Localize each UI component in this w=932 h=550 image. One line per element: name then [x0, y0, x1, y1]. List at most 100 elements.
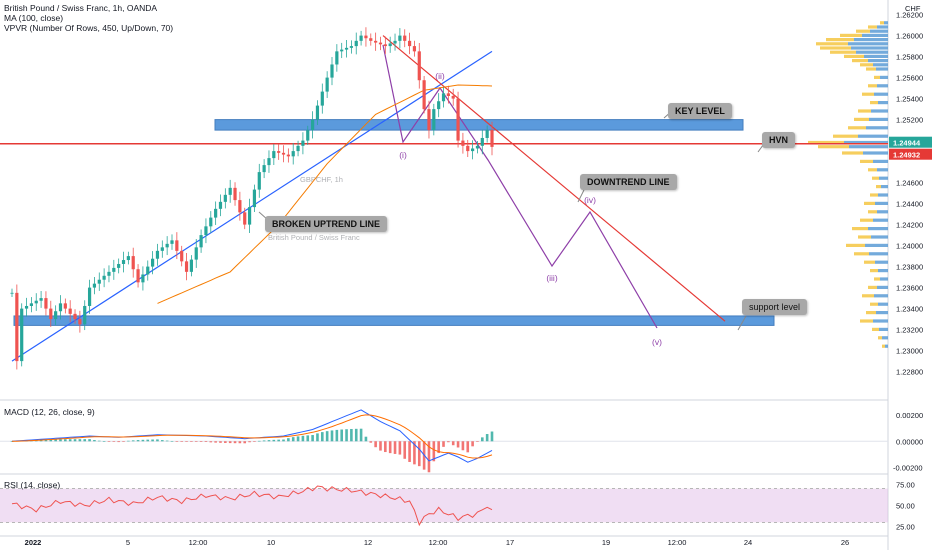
macd-histogram-bar	[190, 441, 193, 442]
candle-body	[199, 235, 203, 248]
vpvr-bar-up	[885, 344, 888, 348]
last-price-tag[interactable]	[889, 136, 932, 148]
macd-histogram-bar	[437, 441, 440, 454]
candle-body	[277, 151, 281, 153]
candle-body	[393, 40, 397, 44]
vpvr-bar-up	[875, 260, 888, 264]
hvn-callout[interactable]: HVN	[762, 132, 796, 148]
vpvr-bar-up	[878, 101, 888, 105]
candle-body	[102, 275, 106, 280]
uptrend-line[interactable]	[11, 50, 493, 362]
macd-histogram-bar	[44, 439, 48, 442]
vpvr-bar-down	[856, 29, 870, 33]
vpvr-bar-up	[871, 109, 888, 113]
vpvr-bar-up	[868, 59, 888, 63]
price-tick-label: 1.23200	[896, 326, 923, 335]
vpvr-bar-up	[864, 54, 888, 58]
macd-histogram-bar	[408, 441, 411, 462]
vpvr-bar-up	[871, 235, 888, 239]
vpvr-bar-down	[860, 63, 873, 67]
macd-histogram-bar	[88, 439, 91, 442]
vpvr-bar-down	[868, 168, 877, 172]
macd-histogram-bar	[257, 440, 261, 442]
candle-body	[112, 267, 116, 272]
rsi-indicator-label[interactable]: RSI (14, close)	[4, 480, 61, 490]
macd-histogram-bar	[485, 434, 489, 442]
macd-histogram-bar	[204, 441, 208, 442]
vpvr-bar-up	[877, 84, 888, 88]
wave-label-iv: (iv)	[584, 195, 596, 205]
candle-body	[432, 109, 436, 131]
candle-body	[344, 47, 349, 50]
vpvr-bar-up	[875, 201, 888, 205]
macd-legend[interactable]: MACD (12, 26, close, 9)	[4, 407, 95, 417]
candle-body	[281, 152, 286, 155]
candle-body	[87, 287, 92, 306]
vpvr-bar-up	[882, 336, 888, 340]
macd-histogram-bar	[68, 439, 72, 442]
candle-body	[233, 187, 237, 201]
downtrend-line[interactable]	[382, 35, 726, 322]
candle-body	[39, 298, 43, 301]
vpvr-bar-down	[868, 210, 877, 214]
candle-body	[44, 298, 48, 309]
macd-histogram-bar	[451, 441, 455, 446]
macd-histogram-bar	[199, 441, 203, 442]
vpvr-bar-up	[873, 319, 888, 323]
elliott-wave-path[interactable]	[382, 44, 658, 329]
vpvr-bar-down	[830, 50, 856, 54]
candle-body	[475, 145, 480, 149]
candle-body	[58, 303, 63, 312]
wave-label-iii: (iii)	[546, 273, 557, 283]
ma-indicator-label[interactable]: MA (100, close)	[4, 13, 64, 23]
macd-histogram-bar	[490, 431, 494, 442]
macd-indicator-label[interactable]: MACD (12, 26, close, 9)	[4, 407, 95, 417]
vpvr-bar-up	[873, 218, 888, 222]
candle-body	[272, 151, 276, 159]
candle-body	[247, 207, 252, 225]
ma-price-tag[interactable]	[889, 148, 932, 160]
vpvr-bar-down	[866, 311, 876, 315]
support-level-zone[interactable]	[13, 315, 775, 326]
macd-histogram-bar	[466, 441, 470, 453]
vpvr-bar-down	[874, 75, 880, 79]
candle-body	[306, 130, 310, 141]
macd-histogram-bar	[272, 439, 276, 442]
key-level-callout[interactable]: KEY LEVEL	[668, 103, 732, 119]
rsi-legend[interactable]: RSI (14, close)	[4, 480, 60, 490]
vpvr-indicator-label[interactable]: VPVR (Number Of Rows, 450, Up/Down, 70)	[4, 23, 174, 33]
candle-body	[262, 165, 266, 173]
vpvr-bar-up	[844, 140, 888, 145]
key-level-zone[interactable]	[214, 119, 744, 131]
price-tick-label: 1.25400	[896, 95, 923, 104]
candle-body	[107, 271, 111, 276]
broken-uptrend-line-callout[interactable]: BROKEN UPTREND LINE	[265, 216, 388, 232]
candle-body	[325, 77, 329, 92]
macd-histogram-bar	[354, 428, 358, 442]
vpvr-bar-up	[858, 134, 888, 138]
macd-histogram-bar	[384, 441, 387, 453]
support-level-callout[interactable]: support level	[742, 299, 808, 315]
support-pointer	[737, 315, 747, 331]
vpvr-bar-up	[873, 159, 888, 163]
candle-body	[131, 256, 135, 270]
macd-histogram-bar	[364, 436, 368, 442]
vpvr-bar-down	[874, 277, 880, 281]
macd-histogram-bar	[417, 441, 421, 467]
vpvr-bar-down	[840, 33, 862, 37]
candle-body	[291, 151, 295, 157]
macd-histogram-bar	[471, 441, 474, 447]
downtrend-line-callout[interactable]: DOWNTREND LINE	[580, 174, 677, 190]
symbol-title[interactable]: British Pound / Swiss Franc, 1h, OANDA	[4, 3, 158, 13]
vpvr-bar-up	[884, 21, 888, 25]
vpvr-bar-down	[858, 109, 871, 113]
macd-histogram-bar	[456, 441, 460, 448]
last-price-value: 1.24944	[893, 139, 921, 148]
macd-histogram-bar	[321, 432, 324, 442]
vpvr-bar-down	[882, 344, 885, 348]
macd-histogram-bar	[49, 439, 53, 442]
macd-histogram-bar	[398, 441, 402, 455]
vpvr-bar-up	[848, 42, 888, 46]
vpvr-bar-up	[881, 185, 888, 189]
